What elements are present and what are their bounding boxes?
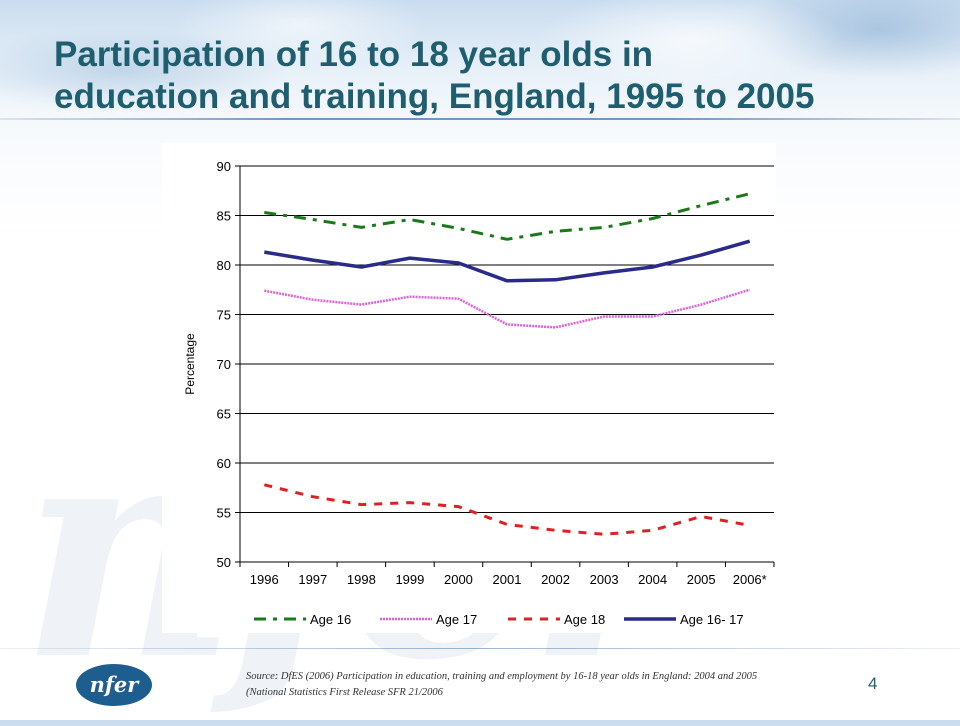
sky-background: [0, 0, 960, 150]
y-tick-label: 50: [217, 555, 231, 570]
nfer-logo: nfer: [76, 664, 152, 706]
series-line-age-17: [264, 288, 751, 329]
x-tick-label: 1997: [298, 572, 327, 587]
source-citation: Source: DfES (2006) Participation in edu…: [246, 671, 758, 698]
page-title: Participation of 16 to 18 year olds in e…: [54, 34, 934, 118]
legend-label: Age 16- 17: [680, 612, 744, 627]
y-tick-label: 90: [217, 159, 231, 174]
x-tick-label: 1999: [395, 572, 424, 587]
page-number: 4: [868, 674, 878, 693]
y-tick-label: 75: [217, 308, 231, 323]
legend-label: Age 17: [436, 612, 477, 627]
y-tick-label: 85: [217, 209, 231, 224]
page-title-line-2: education and training, England, 1995 to…: [54, 77, 815, 116]
y-tick-label: 65: [217, 407, 231, 422]
legend-label: Age 18: [564, 612, 605, 627]
y-tick-label: 70: [217, 357, 231, 372]
x-tick-label: 2006*: [733, 572, 767, 587]
y-tick-label: 55: [217, 506, 231, 521]
x-tick-label: 2001: [493, 572, 522, 587]
x-tick-label: 1998: [347, 572, 376, 587]
logo-oval: [76, 664, 152, 706]
x-tick-label: 2005: [687, 572, 716, 587]
page-title-line-1: Participation of 16 to 18 year olds in: [54, 35, 654, 74]
y-axis-title: Percentage: [183, 333, 197, 395]
y-tick-label: 60: [217, 456, 231, 471]
line-chart: 50 55 60 65 70 75 80 85 90 1996 1997 1998 1999 2000 20…: [183, 159, 775, 627]
x-tick-label: 2002: [541, 572, 570, 587]
y-tick-label: 80: [217, 258, 231, 273]
legend-label: Age 16: [310, 612, 351, 627]
x-tick-label: 2003: [590, 572, 619, 587]
logo-text: nfer: [90, 672, 141, 697]
series-line-age-16: [264, 192, 751, 241]
chart-panel: 50 55 60 65 70 75 80 85 90 1996 1997 1998 1999 2000 20…: [162, 143, 776, 633]
title-divider: [0, 118, 960, 120]
x-tick-label: 2000: [444, 572, 473, 587]
series-line-age-18: [263, 483, 750, 536]
x-tick-label: 2004: [638, 572, 667, 587]
x-tick-label: 1996: [250, 572, 279, 587]
footer-divider: [0, 648, 960, 649]
series-line-age-16-17: [264, 239, 751, 283]
